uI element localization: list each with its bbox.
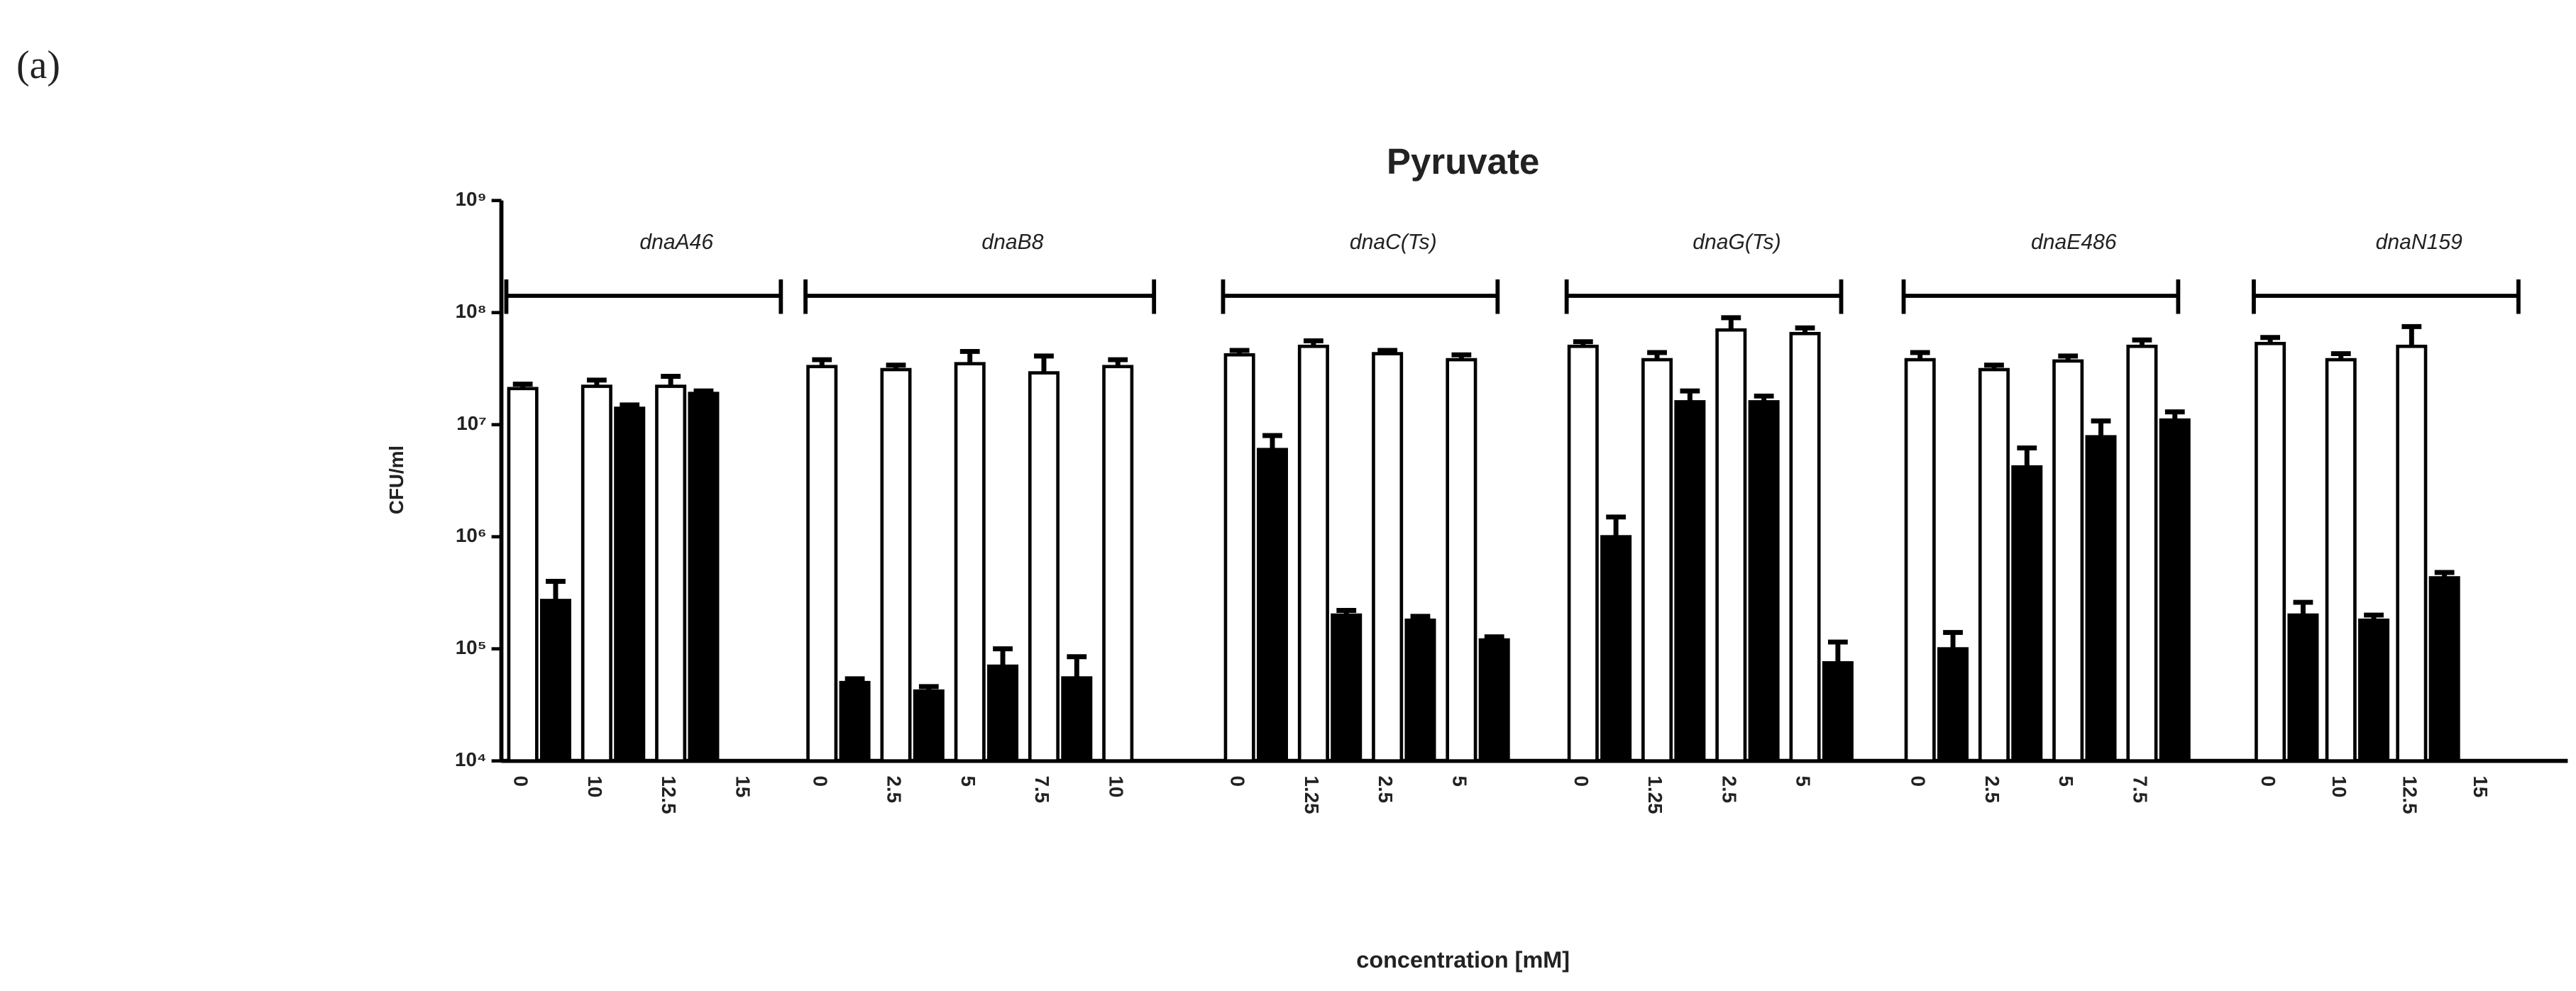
bar xyxy=(1102,365,1134,763)
bar xyxy=(655,384,687,763)
y-tick-label: 10⁷ xyxy=(456,412,486,434)
bar xyxy=(580,384,612,763)
x-tick-label: 2.5 xyxy=(884,775,906,803)
bar xyxy=(2085,435,2117,763)
y-tick-label: 10⁵ xyxy=(456,636,487,658)
y-tick-label: 10⁹ xyxy=(456,188,487,210)
panel-label: (a) xyxy=(16,43,60,87)
x-tick-label: 10 xyxy=(1105,775,1127,797)
y-tick-label: 10⁸ xyxy=(456,300,487,322)
bar xyxy=(806,365,838,763)
x-tick-label: 15 xyxy=(2470,775,2492,797)
bar xyxy=(614,406,646,763)
x-tick-label: 1.25 xyxy=(1301,775,1323,814)
bar xyxy=(1372,352,1404,763)
bar xyxy=(2052,359,2084,763)
y-tick-label: 10⁴ xyxy=(455,748,487,770)
bar xyxy=(1028,371,1060,763)
x-tick-label: 0 xyxy=(1908,775,1930,786)
group-label: dnaG(Ts) xyxy=(1692,231,1780,254)
bar xyxy=(1641,358,1673,763)
bar xyxy=(1061,676,1093,763)
x-tick-label: 7.5 xyxy=(2129,775,2151,803)
x-tick-label: 2.5 xyxy=(1981,775,2003,803)
bar xyxy=(2255,341,2286,763)
x-tick-label: 10 xyxy=(2328,775,2350,797)
bar xyxy=(1978,367,2010,763)
bar xyxy=(1446,358,1477,763)
x-tick-label: 2.5 xyxy=(1375,775,1397,803)
bar xyxy=(1297,344,1329,763)
x-tick-label: 2.5 xyxy=(1718,775,1740,803)
bar xyxy=(2325,358,2357,763)
x-tick-label: 5 xyxy=(1793,775,1815,786)
x-tick-label: 5 xyxy=(1448,775,1470,786)
bar xyxy=(1567,344,1599,763)
bar xyxy=(1478,638,1510,763)
bar xyxy=(1404,618,1436,763)
bar xyxy=(507,387,539,763)
x-tick-label: 0 xyxy=(510,775,532,786)
x-axis-title: concentration [mM] xyxy=(1356,947,1570,973)
x-tick-label: 5 xyxy=(957,775,979,786)
bar xyxy=(1937,647,1969,763)
bar xyxy=(1748,400,1780,763)
bar xyxy=(2358,618,2390,763)
bar xyxy=(954,362,986,763)
group-label: dnaC(Ts) xyxy=(1350,231,1437,254)
bar xyxy=(1715,328,1747,763)
bar xyxy=(1331,613,1363,763)
x-tick-label: 15 xyxy=(732,775,754,797)
x-tick-label: 12.5 xyxy=(2399,775,2421,814)
bar xyxy=(1904,358,1936,763)
group-label: dnaA46 xyxy=(639,231,713,254)
x-tick-label: 1.25 xyxy=(1644,775,1666,814)
bar xyxy=(1600,535,1632,763)
bar xyxy=(2011,465,2043,763)
bar xyxy=(539,599,571,763)
bar xyxy=(1674,400,1706,763)
x-tick-label: 0 xyxy=(1570,775,1592,786)
y-axis-title: CFU/ml xyxy=(385,445,407,514)
bar xyxy=(688,392,720,763)
x-tick-label: 10 xyxy=(584,775,606,797)
bar xyxy=(1789,331,1821,763)
bar xyxy=(2287,613,2319,763)
x-tick-label: 7.5 xyxy=(1031,775,1053,803)
x-tick-label: 0 xyxy=(1227,775,1249,786)
bar xyxy=(987,664,1019,763)
x-tick-label: 0 xyxy=(2257,775,2279,786)
x-tick-label: 12.5 xyxy=(658,775,680,814)
bar xyxy=(1223,353,1255,763)
bar xyxy=(880,367,912,763)
group-label: dnaN159 xyxy=(2376,231,2462,254)
bar xyxy=(913,689,945,763)
bar xyxy=(2396,344,2428,763)
chart-title: Pyruvate xyxy=(1387,141,1539,182)
bar xyxy=(2159,418,2191,763)
bar xyxy=(1256,448,1288,763)
bar xyxy=(1822,661,1854,763)
x-tick-label: 5 xyxy=(2055,775,2077,786)
bar xyxy=(2126,344,2158,763)
group-label: dnaE486 xyxy=(2031,231,2117,254)
bar xyxy=(2428,576,2460,763)
bar xyxy=(839,680,871,763)
x-tick-label: 0 xyxy=(809,775,831,786)
y-tick-label: 10⁶ xyxy=(456,524,487,546)
group-label: dnaB8 xyxy=(981,231,1043,254)
